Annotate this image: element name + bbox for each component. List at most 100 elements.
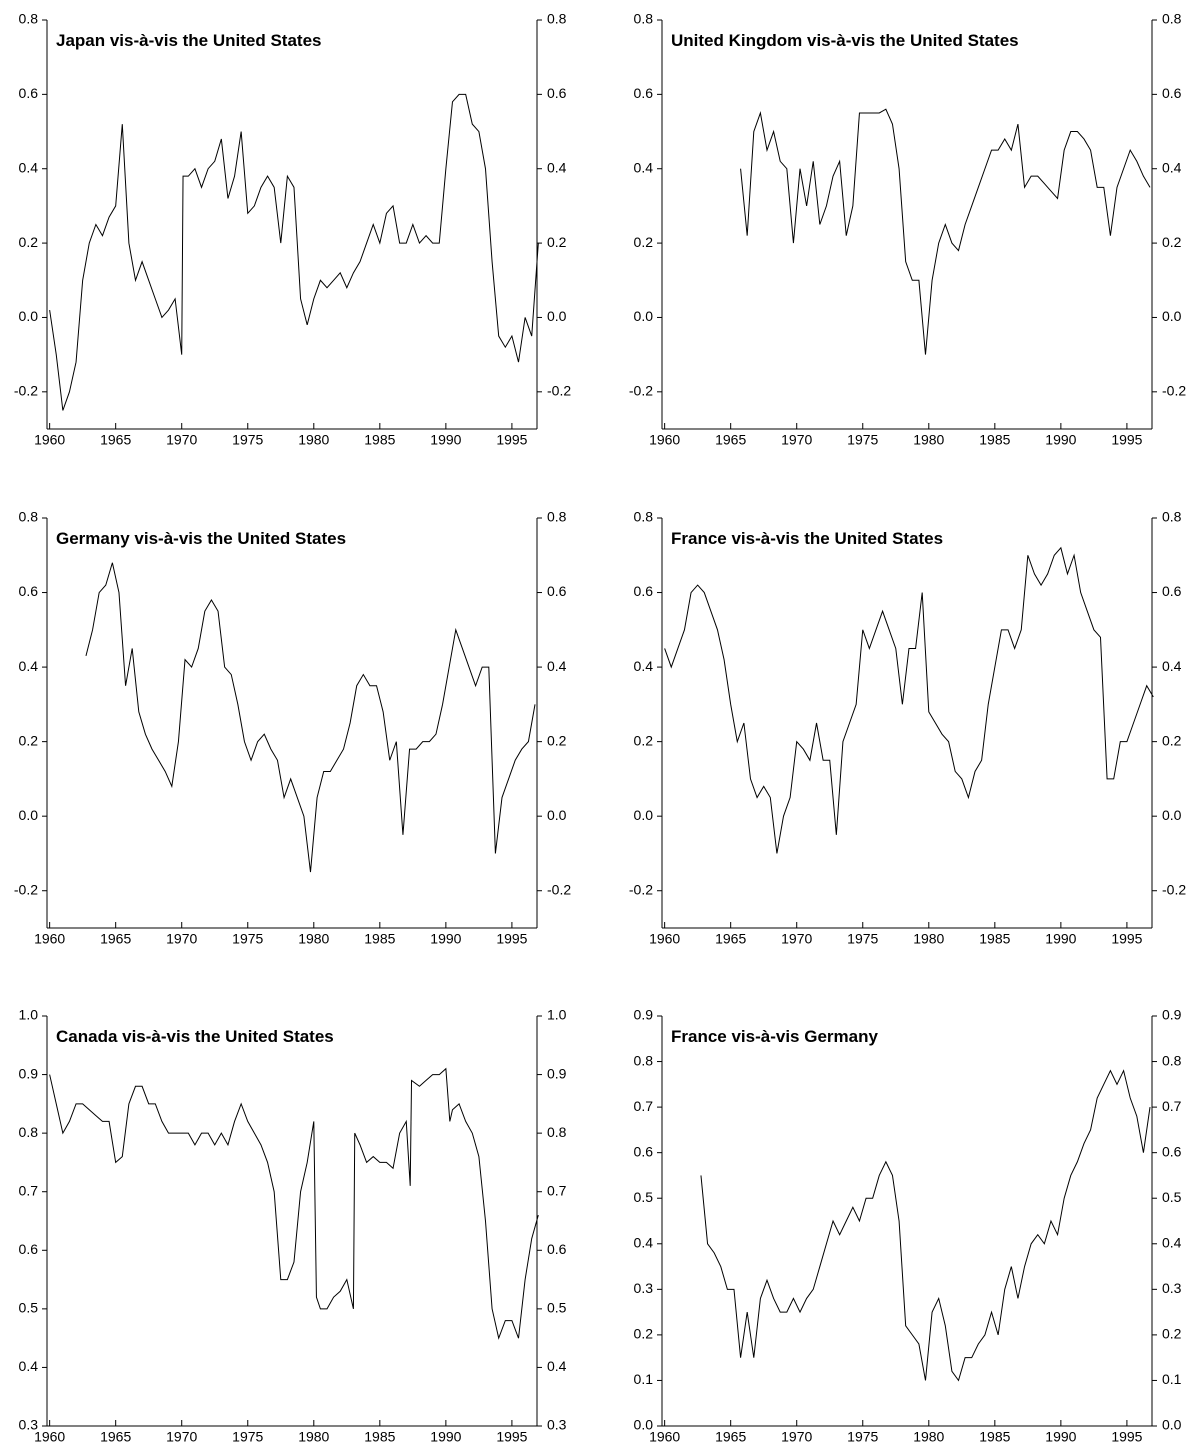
y2-tick-label: 0.8 (547, 1124, 567, 1140)
x-tick-label: 1960 (649, 1429, 680, 1445)
x-tick-label: 1990 (430, 432, 461, 448)
x-tick-label: 1990 (430, 1429, 461, 1445)
y-tick-label: -0.2 (629, 881, 653, 897)
y-tick-label: 0.3 (19, 1417, 39, 1433)
y2-tick-label: 0.9 (547, 1065, 567, 1081)
y2-tick-label: 0.4 (1162, 1234, 1182, 1250)
y-tick-label: 0.9 (19, 1065, 39, 1081)
y2-tick-label: 0.6 (1162, 85, 1182, 101)
x-tick-label: 1975 (847, 931, 878, 947)
x-tick-label: 1970 (781, 432, 812, 448)
y2-tick-label: 0.0 (1162, 308, 1182, 324)
y2-tick-label: 0.4 (1162, 658, 1182, 674)
panel-title: United Kingdom vis-à-vis the United Stat… (671, 31, 1019, 50)
panel-title: Canada vis-à-vis the United States (56, 1027, 334, 1046)
x-tick-label: 1980 (298, 931, 329, 947)
y-tick-label: 0.2 (19, 732, 39, 748)
data-line (85, 562, 536, 873)
panel: 0.0 0.0 0.1 0.1 0.2 0.2 0.3 0.3 0.4 0.4 0.5 0.5 0.6 0… (634, 1007, 1182, 1445)
x-tick-label: 1985 (364, 931, 395, 947)
data-line (700, 1069, 1151, 1382)
y2-tick-label: 0.2 (1162, 234, 1182, 250)
y-tick-label: -0.2 (14, 383, 38, 399)
x-tick-label: 1980 (298, 432, 329, 448)
x-tick-label: 1985 (979, 1429, 1010, 1445)
y-tick-label: 0.0 (634, 1417, 654, 1433)
y-tick-label: -0.2 (14, 881, 38, 897)
x-tick-label: 1970 (166, 1429, 197, 1445)
x-tick-label: 1960 (649, 432, 680, 448)
y-tick-label: 0.0 (19, 807, 39, 823)
x-tick-label: 1965 (715, 931, 746, 947)
y-tick-label: 0.8 (634, 509, 654, 525)
y2-tick-label: 0.1 (1162, 1371, 1182, 1387)
x-tick-label: 1975 (847, 1429, 878, 1445)
y-tick-label: 0.0 (19, 308, 39, 324)
y-tick-label: 0.4 (634, 658, 654, 674)
y-tick-label: -0.2 (629, 383, 653, 399)
x-tick-label: 1990 (1045, 931, 1076, 947)
x-tick-label: 1975 (232, 432, 263, 448)
y-tick-label: 0.6 (19, 583, 39, 599)
y2-tick-label: 0.2 (547, 234, 567, 250)
x-tick-label: 1985 (364, 432, 395, 448)
x-tick-label: 1995 (496, 1429, 527, 1445)
y2-tick-label: 0.0 (1162, 807, 1182, 823)
x-tick-label: 1960 (34, 931, 65, 947)
y2-tick-label: 0.4 (1162, 159, 1182, 175)
y-tick-label: 0.6 (19, 85, 39, 101)
y-tick-label: 0.2 (634, 234, 654, 250)
x-tick-label: 1995 (1111, 432, 1142, 448)
y2-tick-label: -0.2 (1162, 383, 1186, 399)
y-tick-label: 0.8 (19, 509, 39, 525)
y2-tick-label: 0.0 (1162, 1417, 1182, 1433)
y-tick-label: 0.8 (634, 11, 654, 27)
y2-tick-label: 1.0 (547, 1007, 567, 1023)
y-tick-label: 0.9 (634, 1007, 654, 1023)
panel-title: Germany vis-à-vis the United States (56, 529, 346, 548)
y2-tick-label: 0.6 (547, 1241, 567, 1257)
x-tick-label: 1980 (913, 931, 944, 947)
y2-tick-label: -0.2 (547, 383, 571, 399)
panel: -0.2 -0.2 0.0 0.0 0.2 0.2 0.4 0.4 0.6 0.6 0.8 0.8 19… (629, 11, 1186, 448)
y-tick-label: 0.7 (19, 1182, 39, 1198)
x-tick-label: 1965 (100, 931, 131, 947)
y-tick-label: 0.0 (634, 308, 654, 324)
y2-tick-label: 0.6 (1162, 583, 1182, 599)
y2-tick-label: 0.4 (547, 658, 567, 674)
x-tick-label: 1970 (166, 432, 197, 448)
x-tick-label: 1980 (298, 1429, 329, 1445)
x-tick-label: 1970 (166, 931, 197, 947)
data-line (740, 108, 1151, 355)
x-tick-label: 1985 (979, 931, 1010, 947)
y2-tick-label: 0.9 (1162, 1007, 1182, 1023)
y2-tick-label: 0.4 (547, 159, 567, 175)
x-tick-label: 1965 (715, 1429, 746, 1445)
y2-tick-label: 0.6 (547, 583, 567, 599)
y-tick-label: 0.2 (19, 234, 39, 250)
panel: -0.2 -0.2 0.0 0.0 0.2 0.2 0.4 0.4 0.6 0.6 0.8 0.8 19… (14, 509, 571, 947)
x-tick-label: 1990 (430, 931, 461, 947)
data-line (664, 546, 1154, 854)
y2-tick-label: 0.7 (547, 1182, 567, 1198)
y-tick-label: 0.6 (634, 85, 654, 101)
panel-title: Japan vis-à-vis the United States (56, 31, 321, 50)
x-tick-label: 1990 (1045, 432, 1076, 448)
y2-tick-label: 0.6 (547, 85, 567, 101)
y-tick-label: 0.0 (634, 807, 654, 823)
y2-tick-label: 0.2 (1162, 1326, 1182, 1342)
panel: -0.2 -0.2 0.0 0.0 0.2 0.2 0.4 0.4 0.6 0.6 0.8 0.8 19… (14, 11, 571, 448)
y-tick-label: 0.6 (19, 1241, 39, 1257)
x-tick-label: 1975 (232, 931, 263, 947)
y2-tick-label: 0.7 (1162, 1098, 1182, 1114)
x-tick-label: 1965 (100, 1429, 131, 1445)
x-tick-label: 1975 (847, 432, 878, 448)
y-tick-label: 0.4 (19, 658, 39, 674)
panel-title: France vis-à-vis Germany (671, 1027, 878, 1046)
y2-tick-label: -0.2 (1162, 881, 1186, 897)
y-tick-label: 0.7 (634, 1098, 654, 1114)
y-tick-label: 0.8 (19, 11, 39, 27)
y-tick-label: 1.0 (19, 1007, 39, 1023)
x-tick-label: 1960 (34, 432, 65, 448)
